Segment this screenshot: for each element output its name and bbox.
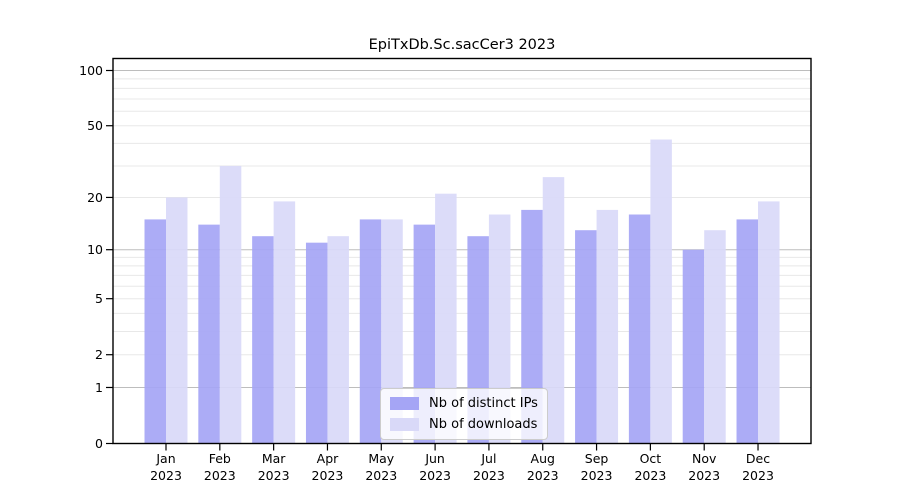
legend-swatch-downloads <box>390 418 419 431</box>
bar-downloads-nov <box>704 230 726 444</box>
bar-downloads-jun <box>435 193 457 444</box>
bar-downloads-apr <box>327 236 349 444</box>
bar-distinct-ips-oct <box>628 214 651 444</box>
bar-distinct-ips-sep <box>575 230 597 444</box>
axes-frame <box>112 57 812 445</box>
bar-downloads-jul <box>488 214 511 444</box>
legend-swatch-distinct-ips <box>390 397 419 410</box>
bar-distinct-ips-jan <box>144 219 166 444</box>
bar-distinct-ips-feb <box>198 224 220 444</box>
bar-distinct-ips-apr <box>305 242 328 444</box>
chart-title: EpiTxDb.Sc.sacCer3 2023 <box>368 37 556 53</box>
bar-distinct-ips-aug <box>521 209 543 444</box>
bar-downloads-may <box>381 219 403 444</box>
bar-distinct-ips-nov <box>682 249 705 444</box>
bar-downloads-dec <box>758 201 780 444</box>
legend-item-distinct-ips: Nb of distinct IPs <box>390 393 538 414</box>
bar-downloads-feb <box>219 165 242 444</box>
legend-label-distinct-ips: Nb of distinct IPs <box>429 396 538 411</box>
legend-item-downloads: Nb of downloads <box>390 414 538 435</box>
legend-label-downloads: Nb of downloads <box>429 417 538 432</box>
legend: Nb of distinct IPs Nb of downloads <box>380 388 548 440</box>
bar-distinct-ips-dec <box>736 219 759 444</box>
bar-distinct-ips-may <box>359 219 382 444</box>
bar-downloads-oct <box>650 139 672 444</box>
bar-downloads-mar <box>273 201 296 444</box>
bar-downloads-sep <box>596 209 619 444</box>
bar-distinct-ips-mar <box>252 236 274 444</box>
bar-downloads-aug <box>542 177 565 444</box>
bar-downloads-jan <box>166 197 188 444</box>
